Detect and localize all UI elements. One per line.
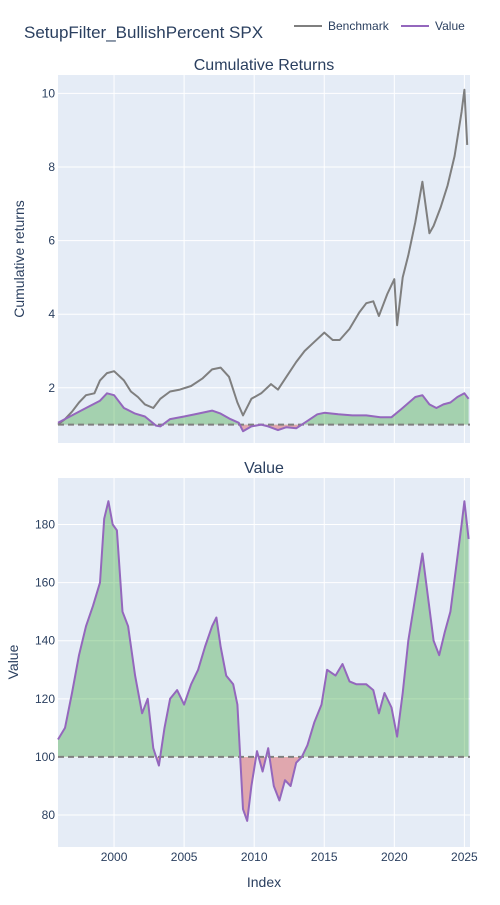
- x-tick-label: 2015: [311, 850, 338, 864]
- val-value-line: [57, 500, 470, 822]
- val-y-tick-label: 160: [35, 576, 55, 590]
- val-fill-below-baseline: [156, 756, 302, 821]
- val-fill-above-baseline: [58, 501, 469, 757]
- value-panel-ylabel: Value: [5, 644, 21, 679]
- cumulative-returns-title: Cumulative Returns: [194, 57, 335, 74]
- cum-benchmark-line: [57, 88, 469, 426]
- val-y-tick-label: 140: [35, 634, 55, 648]
- legend[interactable]: Benchmark Value: [294, 19, 465, 33]
- x-tick-label: 2025: [451, 850, 478, 864]
- val-plot-area: [58, 478, 470, 847]
- cumulative-returns-ylabel: Cumulative returns: [11, 200, 27, 318]
- x-tick-label: 2020: [381, 850, 408, 864]
- cum-y-tick-label: 2: [48, 381, 55, 395]
- cum-value-line: [57, 392, 470, 433]
- cum-y-tick-label: 4: [48, 307, 55, 321]
- val-y-tick-label: 100: [35, 750, 55, 764]
- x-axis-label: Index: [247, 874, 281, 890]
- val-y-tick-label: 120: [35, 692, 55, 706]
- legend-label-benchmark[interactable]: Benchmark: [328, 19, 390, 33]
- cum-plot-area: [58, 75, 470, 443]
- value-panel-title: Value: [244, 460, 284, 477]
- cum-fill-above-baseline: [58, 393, 469, 425]
- value-panel: Value Value Index 80 100 120 140 160 180 2000 2…: [5, 460, 478, 890]
- legend-label-value[interactable]: Value: [435, 19, 465, 33]
- cum-y-tick-label: 8: [48, 160, 55, 174]
- x-tick-label: 2005: [171, 850, 198, 864]
- x-tick-label: 2010: [241, 850, 268, 864]
- cum-y-tick-label: 6: [48, 234, 55, 248]
- val-y-tick-label: 80: [42, 808, 56, 822]
- cum-y-tick-label: 10: [42, 86, 56, 100]
- cumulative-returns-panel: Cumulative Returns Cumulative returns 2 4…: [11, 57, 470, 443]
- chart-title: SetupFilter_BullishPercent SPX: [24, 23, 263, 42]
- x-tick-label: 2000: [101, 850, 128, 864]
- val-y-tick-label: 180: [35, 517, 55, 531]
